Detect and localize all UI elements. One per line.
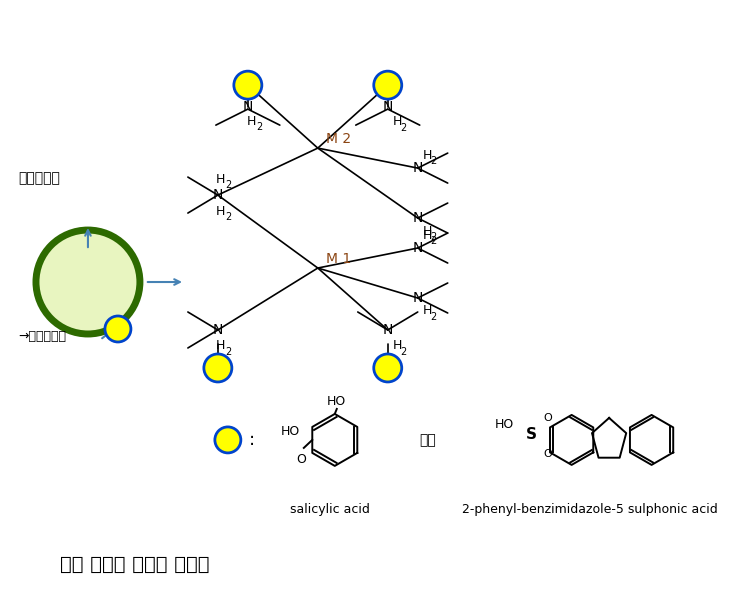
Text: M 2: M 2 [326, 132, 351, 146]
Text: 2: 2 [226, 180, 232, 190]
Text: 키토산입자: 키토산입자 [18, 171, 59, 185]
Text: 2: 2 [431, 156, 437, 166]
Text: 2: 2 [431, 232, 437, 242]
Text: M 1: M 1 [326, 252, 351, 266]
Text: N: N [383, 100, 393, 114]
Text: H: H [216, 204, 226, 218]
Circle shape [105, 316, 131, 342]
Text: →항균기능기: →항균기능기 [18, 330, 66, 343]
Text: :: : [248, 431, 255, 449]
Text: HO: HO [495, 418, 514, 432]
Text: H: H [216, 173, 226, 185]
Text: H: H [216, 339, 226, 353]
Text: 2: 2 [401, 123, 407, 133]
Text: H: H [422, 229, 432, 241]
Circle shape [373, 354, 402, 382]
Circle shape [373, 71, 402, 99]
Text: N: N [413, 211, 423, 225]
Text: 2: 2 [431, 312, 437, 322]
Text: HO: HO [281, 426, 300, 438]
Text: H: H [393, 339, 402, 353]
Text: 2: 2 [226, 347, 232, 357]
Text: N: N [383, 323, 393, 337]
Circle shape [204, 354, 232, 382]
Text: O: O [543, 449, 552, 459]
Text: O: O [543, 413, 552, 423]
Text: salicylic acid: salicylic acid [290, 503, 370, 516]
Circle shape [215, 427, 241, 453]
Text: 2: 2 [226, 212, 232, 222]
Text: H: H [422, 148, 432, 162]
Text: 복합 기능성 키토산 미립자: 복합 기능성 키토산 미립자 [60, 555, 209, 575]
Text: N: N [212, 188, 223, 202]
Text: N: N [413, 291, 423, 305]
Circle shape [36, 230, 140, 334]
Text: O: O [296, 454, 306, 466]
Text: H: H [422, 224, 432, 238]
Text: H: H [422, 305, 432, 317]
Text: S: S [526, 427, 537, 443]
Text: N: N [413, 241, 423, 255]
Text: N: N [242, 100, 253, 114]
Circle shape [234, 71, 262, 99]
Text: N: N [413, 161, 423, 175]
Text: N: N [212, 323, 223, 337]
Text: HO: HO [327, 395, 346, 409]
Text: 2: 2 [401, 347, 407, 357]
Text: H: H [247, 115, 257, 128]
Text: 2: 2 [257, 122, 263, 132]
Text: 또는: 또는 [419, 433, 436, 447]
Text: 2: 2 [431, 236, 437, 246]
Text: 2-phenyl-benzimidazole-5 sulphonic acid: 2-phenyl-benzimidazole-5 sulphonic acid [462, 503, 718, 516]
Text: H: H [393, 115, 402, 128]
